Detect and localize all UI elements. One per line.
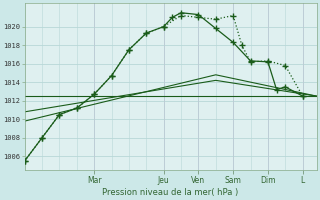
X-axis label: Pression niveau de la mer( hPa ): Pression niveau de la mer( hPa ) [102, 188, 239, 197]
